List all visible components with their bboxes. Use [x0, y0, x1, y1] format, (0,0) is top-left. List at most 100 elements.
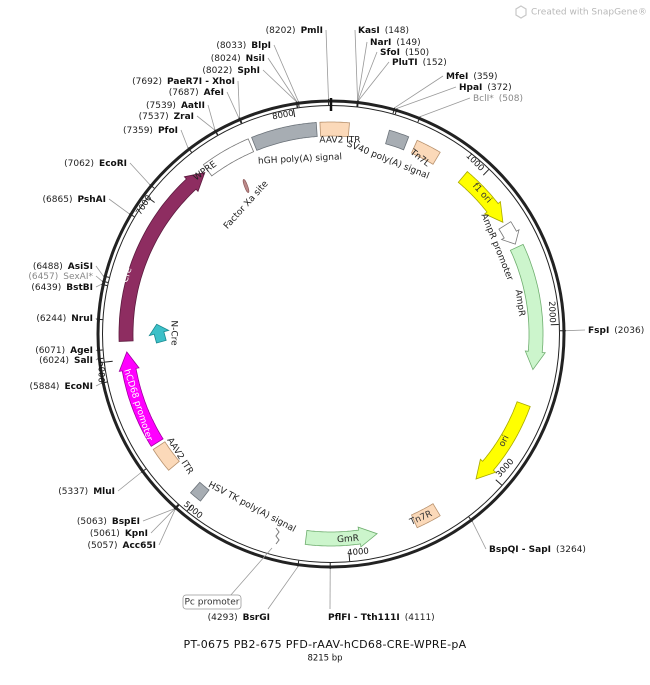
- leader-line: [267, 566, 299, 610]
- site-tick: [394, 108, 398, 115]
- site-position: (7359): [123, 126, 153, 136]
- site-label: (6439) BstBI: [31, 283, 93, 293]
- site-name: Acc65I: [122, 541, 156, 551]
- tick-label: 8000: [272, 109, 295, 123]
- feature-arc: [304, 526, 378, 548]
- site-tick: [392, 107, 396, 114]
- site-label: (6244) NruI: [36, 314, 93, 324]
- leader-line: [95, 283, 102, 288]
- site-position: (149): [396, 38, 420, 48]
- site-name: NsiI: [246, 54, 265, 64]
- feature-label: Pc promoter: [185, 598, 240, 608]
- site-name: MluI: [93, 487, 115, 497]
- watermark-icon: [515, 5, 527, 19]
- tick-mark: [348, 553, 351, 562]
- watermark: Created with SnapGene®: [531, 8, 647, 18]
- site-tick: [149, 184, 155, 189]
- site-name: PmlI: [301, 26, 323, 36]
- feature-arc: [152, 441, 180, 471]
- tick-mark: [147, 197, 155, 203]
- pc-promoter-mark: [275, 527, 280, 545]
- site-name: AfeI: [204, 88, 224, 98]
- leader-line: [95, 358, 98, 361]
- site-label: PflFI - Tth111I (4111): [328, 613, 435, 623]
- tick-label: 6000: [96, 361, 106, 383]
- leader-line: [420, 97, 471, 117]
- site-name: BstBI: [66, 283, 93, 293]
- site-position: (6865): [43, 195, 73, 205]
- site-tick: [297, 560, 300, 567]
- feature-arc: [118, 171, 206, 342]
- site-position: (5337): [58, 487, 88, 497]
- site-label: (6024) SalI: [39, 356, 93, 366]
- feature-arc: [189, 481, 210, 502]
- leader-line: [354, 29, 358, 101]
- leader-line: [226, 91, 240, 118]
- feature-arc: [385, 129, 410, 151]
- site-position: (7692): [132, 77, 162, 87]
- site-tick: [101, 381, 108, 384]
- feature-arc: [410, 503, 441, 529]
- tick-mark: [186, 504, 193, 512]
- site-name: MfeI: [446, 72, 468, 82]
- factor-xa-mark: [242, 179, 250, 193]
- site-label: (5063) BspEI: [77, 517, 140, 527]
- site-name: PflFI - Tth111I: [328, 613, 400, 623]
- site-name: SalI: [74, 356, 93, 366]
- tick-label: 4000: [347, 547, 369, 559]
- site-label: (6865) PshAI: [43, 195, 106, 205]
- site-tick: [174, 504, 179, 510]
- leader-line: [95, 265, 104, 277]
- site-position: (3264): [556, 545, 586, 555]
- site-label: (5061) KpnI: [90, 529, 148, 539]
- leader-line: [472, 521, 487, 550]
- site-position: (4293): [208, 613, 238, 623]
- site-name: PshAI: [77, 195, 106, 205]
- feature-arc: [251, 122, 318, 151]
- site-name: SphI: [237, 66, 260, 76]
- feature-arc: [202, 138, 255, 177]
- site-tick: [214, 129, 218, 136]
- site-tick: [128, 213, 135, 218]
- site-label: MfeI (359): [446, 72, 498, 82]
- site-label: (8022) SphI: [202, 66, 260, 76]
- site-tick: [103, 275, 110, 278]
- site-position: (148): [385, 26, 409, 36]
- site-label: (8202) PmlI: [266, 26, 323, 36]
- pc-promoter-box: [182, 594, 242, 610]
- site-name: SexAI*: [63, 272, 93, 282]
- site-name: KpnI: [125, 529, 148, 539]
- site-label: BclI* (508): [473, 94, 523, 104]
- feature-arc: [457, 171, 504, 223]
- leader-line: [142, 508, 175, 522]
- site-tick: [187, 147, 192, 153]
- map-length: 8215 bp: [307, 654, 342, 664]
- leader-line: [95, 275, 103, 282]
- site-position: (8022): [202, 66, 232, 76]
- site-tick: [417, 116, 421, 123]
- leader-line: [237, 80, 240, 118]
- leader-line: [262, 69, 297, 102]
- leader-line: [396, 86, 457, 109]
- site-name: AsiSI: [68, 262, 93, 272]
- site-label: BspQI - SapI (3264): [489, 545, 586, 555]
- feature-arc: [509, 243, 546, 371]
- site-tick: [174, 504, 180, 511]
- site-label: (7687) AfeI: [169, 88, 224, 98]
- site-name: BlpI: [251, 41, 271, 51]
- site-label: (7537) ZraI: [139, 112, 194, 122]
- site-tick: [97, 357, 104, 360]
- n-cre-mark: [148, 323, 170, 344]
- site-position: (6439): [31, 283, 61, 293]
- site-name: PluTI: [392, 58, 418, 68]
- site-name: BclI*: [473, 94, 494, 104]
- leader-line: [158, 509, 176, 546]
- site-label: (8033) BlpI: [216, 41, 271, 51]
- tick-mark: [495, 479, 503, 486]
- leader-line: [95, 382, 102, 387]
- site-position: (372): [487, 83, 511, 93]
- site-name: KasI: [358, 26, 380, 36]
- feature-arc: [118, 351, 164, 447]
- site-name: SfoI: [380, 48, 400, 58]
